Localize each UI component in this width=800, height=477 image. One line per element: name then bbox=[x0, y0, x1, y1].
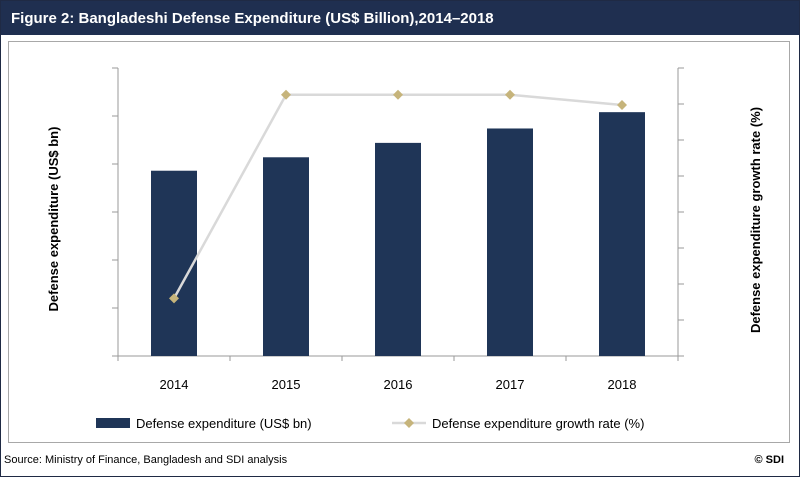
legend-label-growth: Defense expenditure growth rate (%) bbox=[432, 416, 644, 431]
copyright: © SDI bbox=[754, 454, 785, 466]
growth-marker-2017 bbox=[505, 89, 515, 100]
legend-marker-growth bbox=[404, 418, 414, 428]
legend-label-expenditure: Defense expenditure (US$ bn) bbox=[136, 416, 312, 431]
figure-title: Figure 2: Bangladeshi Defense Expenditur… bbox=[11, 10, 494, 27]
growth-marker-2016 bbox=[393, 89, 403, 100]
y-axis-title-right: Defense expenditure growth rate (%) bbox=[748, 107, 763, 333]
growth-marker-2018 bbox=[617, 100, 627, 111]
bar-2017 bbox=[487, 128, 533, 356]
bar-2018 bbox=[599, 112, 645, 356]
source-note: Source: Ministry of Finance, Bangladesh … bbox=[4, 454, 288, 466]
x-tick-label: 2015 bbox=[272, 377, 301, 392]
bar-2016 bbox=[375, 142, 421, 356]
x-tick-label: 2014 bbox=[160, 377, 189, 392]
chart-area bbox=[8, 41, 790, 443]
bar-2015 bbox=[263, 157, 309, 356]
x-tick-label: 2018 bbox=[608, 377, 637, 392]
title-bar: Figure 2: Bangladeshi Defense Expenditur… bbox=[1, 1, 799, 35]
x-tick-label: 2017 bbox=[496, 377, 525, 392]
y-axis-title-left: Defense expenditure (US$ bn) bbox=[46, 127, 61, 312]
growth-marker-2015 bbox=[281, 89, 291, 100]
growth-marker-2014 bbox=[169, 293, 179, 304]
legend-swatch-expenditure bbox=[96, 418, 130, 428]
x-tick-label: 2016 bbox=[384, 377, 413, 392]
bar-2014 bbox=[151, 170, 197, 356]
